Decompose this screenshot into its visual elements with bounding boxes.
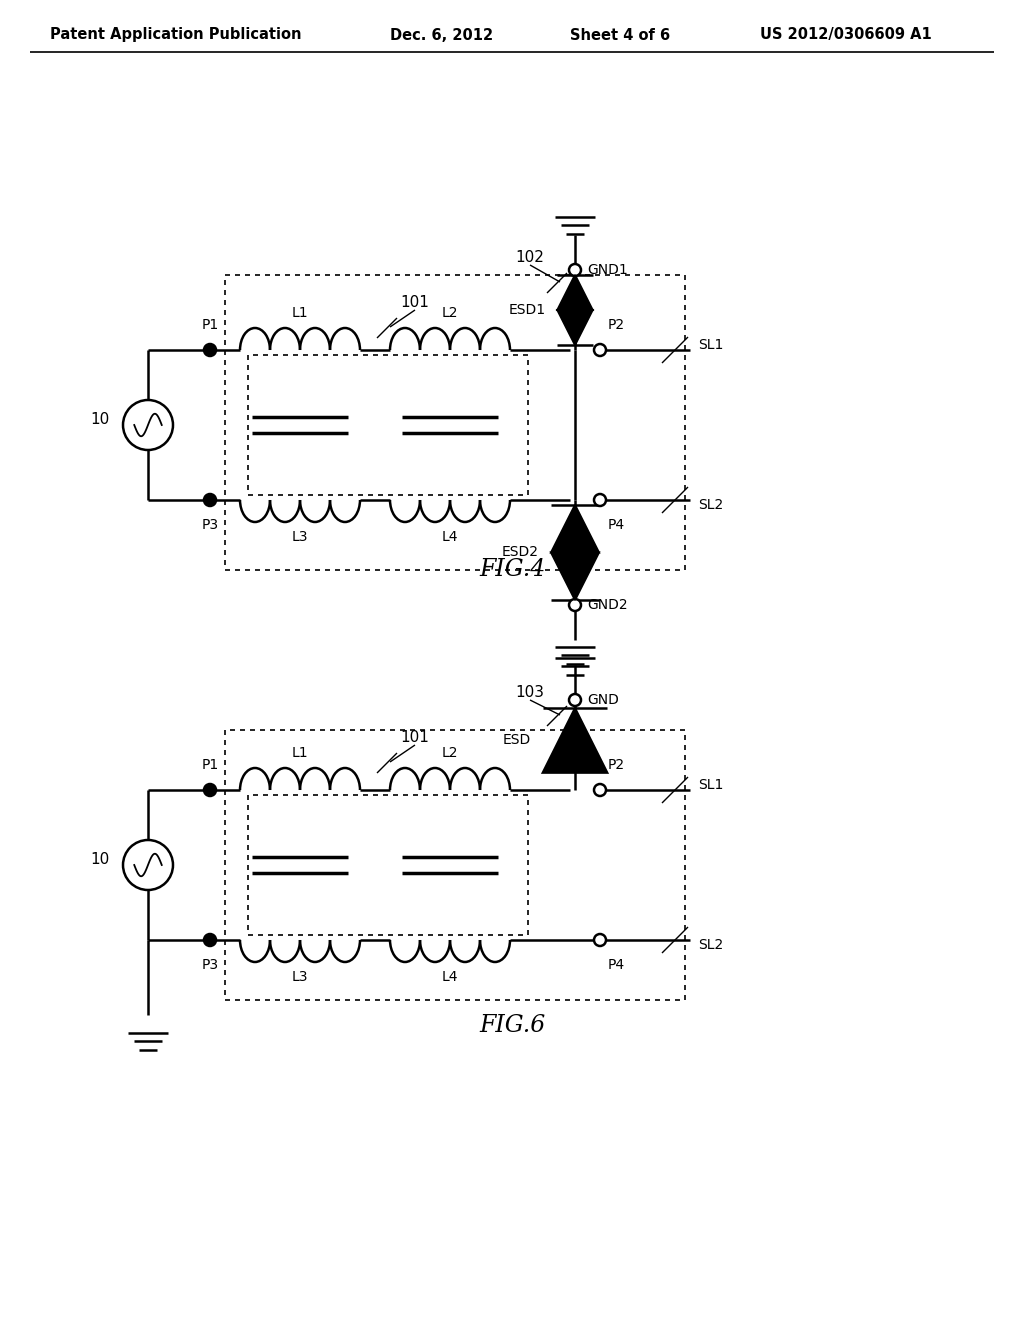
Polygon shape [557,310,593,345]
Text: 10: 10 [91,412,110,428]
Text: L3: L3 [292,970,308,983]
Text: 102: 102 [515,249,545,265]
Circle shape [204,494,216,506]
Text: P2: P2 [608,758,625,772]
Text: SL1: SL1 [698,777,723,792]
Bar [225,275,685,570]
Text: P3: P3 [202,958,218,972]
Polygon shape [557,275,593,310]
Polygon shape [551,553,599,601]
Text: GND1: GND1 [587,263,628,277]
Text: L2: L2 [441,306,459,319]
Circle shape [569,599,581,611]
Text: US 2012/0306609 A1: US 2012/0306609 A1 [760,28,932,42]
Text: FIG.4: FIG.4 [479,558,545,582]
Text: GND2: GND2 [587,598,628,612]
Bar [248,795,528,935]
Circle shape [204,784,216,796]
Text: P2: P2 [608,318,625,333]
Text: Sheet 4 of 6: Sheet 4 of 6 [570,28,670,42]
Polygon shape [551,506,599,553]
Text: L2: L2 [441,746,459,760]
Text: L4: L4 [441,970,459,983]
Bar [225,730,685,1001]
Circle shape [204,345,216,356]
Text: L1: L1 [292,306,308,319]
Text: Dec. 6, 2012: Dec. 6, 2012 [390,28,494,42]
Text: SL1: SL1 [698,338,723,352]
Text: 103: 103 [515,685,545,700]
Text: FIG.6: FIG.6 [479,1014,545,1036]
Circle shape [569,264,581,276]
Text: ESD: ESD [503,734,530,747]
Text: SL2: SL2 [698,939,723,952]
Circle shape [594,494,606,506]
Text: SL2: SL2 [698,498,723,512]
Circle shape [204,935,216,946]
Text: 101: 101 [400,294,429,310]
Text: L4: L4 [441,531,459,544]
Text: ESD1: ESD1 [508,304,546,317]
Circle shape [569,694,581,706]
Text: 10: 10 [91,853,110,867]
Polygon shape [543,708,607,772]
Text: 101: 101 [400,730,429,744]
Circle shape [594,345,606,356]
Text: P3: P3 [202,517,218,532]
Text: P1: P1 [202,318,219,333]
Text: P1: P1 [202,758,219,772]
Text: L3: L3 [292,531,308,544]
Text: L1: L1 [292,746,308,760]
Circle shape [594,784,606,796]
Text: P4: P4 [608,517,625,532]
Text: GND: GND [587,693,618,708]
Circle shape [594,935,606,946]
Text: ESD2: ESD2 [502,545,539,560]
Bar [248,355,528,495]
Text: Patent Application Publication: Patent Application Publication [50,28,301,42]
Text: P4: P4 [608,958,625,972]
